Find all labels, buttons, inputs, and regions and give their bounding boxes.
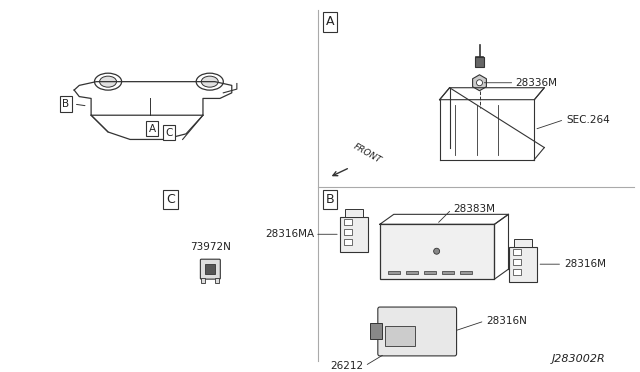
- Text: 28316MA: 28316MA: [265, 229, 314, 239]
- Circle shape: [477, 80, 483, 86]
- Bar: [513, 259, 522, 265]
- Bar: [344, 219, 352, 225]
- Bar: [424, 271, 436, 274]
- Text: A: A: [326, 15, 334, 28]
- Text: B: B: [326, 193, 334, 206]
- Bar: [340, 217, 368, 252]
- Ellipse shape: [196, 73, 223, 90]
- Ellipse shape: [95, 73, 122, 90]
- Bar: [406, 271, 418, 274]
- Circle shape: [434, 248, 440, 254]
- Bar: [380, 224, 495, 279]
- Text: 28316N: 28316N: [486, 316, 527, 326]
- Text: J283002R: J283002R: [552, 354, 606, 364]
- Text: B: B: [62, 99, 69, 109]
- Bar: [202, 278, 205, 283]
- Bar: [460, 271, 472, 274]
- FancyBboxPatch shape: [200, 259, 220, 279]
- Text: 28316M: 28316M: [564, 259, 606, 269]
- Bar: [515, 239, 532, 247]
- Bar: [388, 271, 400, 274]
- Bar: [474, 57, 484, 67]
- Text: C: C: [166, 193, 175, 206]
- Text: 28336M: 28336M: [515, 78, 557, 88]
- Text: C: C: [165, 128, 173, 138]
- Bar: [215, 278, 220, 283]
- Bar: [513, 249, 522, 255]
- Text: SEC.264: SEC.264: [566, 115, 610, 125]
- Bar: [344, 229, 352, 235]
- Text: 26212: 26212: [331, 361, 364, 371]
- Bar: [370, 323, 382, 339]
- Bar: [345, 209, 363, 217]
- Ellipse shape: [100, 76, 116, 87]
- Text: A: A: [148, 124, 156, 134]
- Text: FRONT: FRONT: [352, 142, 383, 166]
- Text: 73972N: 73972N: [190, 242, 231, 252]
- Bar: [205, 264, 215, 274]
- Bar: [442, 271, 454, 274]
- Bar: [385, 326, 415, 346]
- Bar: [509, 247, 538, 282]
- FancyBboxPatch shape: [378, 307, 456, 356]
- Bar: [513, 269, 522, 275]
- Text: 28383M: 28383M: [454, 204, 495, 214]
- Bar: [344, 239, 352, 245]
- Ellipse shape: [201, 76, 218, 87]
